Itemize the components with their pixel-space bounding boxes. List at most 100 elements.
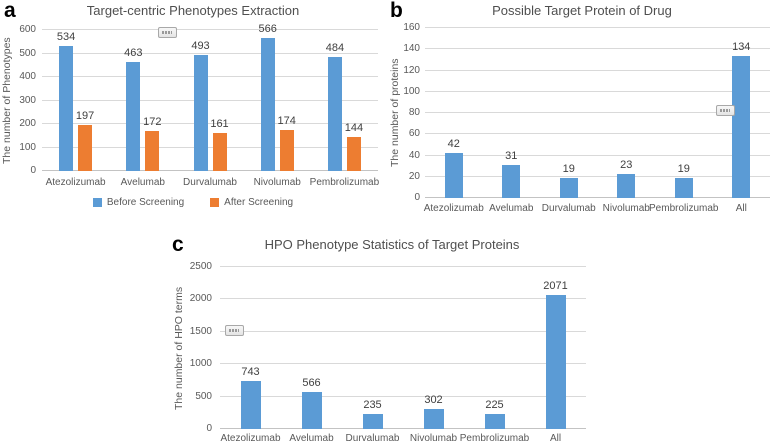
panel-label-a: a <box>4 0 16 22</box>
bar-nivolumab: 23 <box>617 159 636 198</box>
bar-nivolumab: 302 <box>423 394 444 429</box>
y-axis-tick-label: 40 <box>408 149 420 161</box>
y-axis-tick-label: 200 <box>19 118 36 129</box>
x-axis-category-label: Atezolizumab <box>423 203 484 214</box>
y-axis-tick-label: 140 <box>403 43 420 55</box>
y-axis-tick-label: 500 <box>195 390 212 402</box>
legend-label: After Screening <box>224 197 294 208</box>
bar-groups: 743 566 235 302 225 2071 <box>220 267 586 429</box>
bar-atezolizumab-after-screening: 197 <box>76 110 94 171</box>
bar-group-durvalumab: 493 161 <box>176 30 243 171</box>
legend-item: After Screening <box>210 197 293 208</box>
bar-all: 2071 <box>543 280 568 429</box>
bar-value-label: 534 <box>56 30 76 43</box>
bar-group-durvalumab: 235 <box>342 267 403 429</box>
bar-value-label: 161 <box>210 118 229 131</box>
bar-group-all: 2071 <box>525 267 586 429</box>
bar-pembrolizumab-before-screening: 484 <box>326 42 344 171</box>
legend-a: Before Screening After Screening <box>0 197 386 208</box>
bar-group-atezolizumab: 42 <box>425 28 483 198</box>
bar-group-atezolizumab: 534 197 <box>42 30 109 171</box>
bar-durvalumab: 235 <box>362 399 383 429</box>
legend-swatch-icon <box>210 198 220 207</box>
bar-value-label: 743 <box>241 365 260 378</box>
bar-value-label: 493 <box>191 40 210 53</box>
bar-value-label: 31 <box>505 150 518 163</box>
bar-group-pembrolizumab: 484 144 <box>311 30 378 171</box>
bar-value-label: 134 <box>732 40 751 53</box>
bar-value-label: 19 <box>677 162 690 175</box>
bar-value-label: 566 <box>258 23 277 35</box>
y-axis-tick-label: 120 <box>403 64 420 76</box>
x-axis-labels-c: Atezolizumab Avelumab Durvalumab Nivolumab P… <box>220 433 586 444</box>
bar-group-atezolizumab: 743 <box>220 267 281 429</box>
y-axis-tick-label: 600 <box>19 24 36 35</box>
watermark-smudge-icon <box>158 27 177 38</box>
x-axis-category-label: Nivolumab <box>253 177 301 188</box>
x-axis-labels-b: Atezolizumab Avelumab Durvalumab Nivolumab P… <box>423 203 770 214</box>
bar-groups: 42 31 19 23 19 134 <box>425 28 770 198</box>
bar-value-label: 23 <box>620 158 633 171</box>
x-axis-labels-a: Atezolizumab Avelumab Durvalumab Nivolumab P… <box>42 177 380 188</box>
bar-group-avelumab: 31 <box>483 28 541 198</box>
y-axis-tick-label: 400 <box>19 71 36 82</box>
y-axis-ticks-a: 0 100 200 300 400 500 600 <box>10 25 38 176</box>
bar-pembrolizumab: 225 <box>484 399 505 429</box>
bar-group-nivolumab: 566 174 <box>244 23 311 171</box>
bar-avelumab-after-screening: 172 <box>143 116 161 171</box>
x-axis-category-label: Avelumab <box>289 433 334 444</box>
x-axis-category-label: Atezolizumab <box>220 433 281 444</box>
chart-panel-b: b Possible Target Protein of Drug The nu… <box>388 0 776 226</box>
bar-value-label: 484 <box>325 42 345 55</box>
bar-value-label: 174 <box>277 115 296 128</box>
bar-group-pembrolizumab: 19 <box>655 28 713 198</box>
plot-area-a: 534 197 463 172 493 161 566 174 484 144 <box>42 23 378 171</box>
watermark-smudge-icon <box>225 325 244 336</box>
x-axis-category-label: Nivolumab <box>409 433 458 444</box>
x-axis-category-label: Pembrolizumab <box>459 433 530 444</box>
bar-value-label: 235 <box>363 398 382 411</box>
y-axis-tick-label: 1500 <box>189 325 212 337</box>
legend-item: Before Screening <box>92 197 185 208</box>
bar-value-label: 172 <box>143 115 162 128</box>
x-axis-category-label: All <box>549 433 562 444</box>
x-axis-category-label: Durvalumab <box>541 203 596 214</box>
bar-all: 134 <box>732 41 750 198</box>
x-axis-category-label: Avelumab <box>489 203 534 214</box>
chart-panel-c: c HPO Phenotype Statistics of Target Pro… <box>128 230 656 448</box>
x-axis-category-label: Avelumab <box>120 177 165 188</box>
y-axis-tick-label: 0 <box>206 423 212 434</box>
y-axis-tick-label: 500 <box>19 47 36 59</box>
y-axis-title-c: The number of HPO terms <box>173 286 185 410</box>
y-axis-tick-label: 100 <box>403 85 420 97</box>
bar-value-label: 463 <box>124 47 143 60</box>
bar-atezolizumab: 743 <box>240 366 261 429</box>
chart-title-a: Target-centric Phenotypes Extraction <box>86 3 300 18</box>
bar-group-pembrolizumab: 225 <box>464 267 525 429</box>
bar-value-label: 144 <box>344 122 364 135</box>
bar-atezolizumab: 42 <box>444 138 463 198</box>
watermark-smudge-icon <box>716 105 735 116</box>
panel-label-b: b <box>390 0 403 22</box>
y-axis-tick-label: 1000 <box>189 358 212 370</box>
legend-label: Before Screening <box>106 197 185 208</box>
bar-group-nivolumab: 302 <box>403 267 464 429</box>
bar-value-label: 225 <box>485 399 504 412</box>
chart-title-c: HPO Phenotype Statistics of Target Prote… <box>264 237 520 252</box>
bar-value-label: 197 <box>75 109 95 122</box>
y-axis-tick-label: 0 <box>30 165 36 176</box>
bar-durvalumab: 19 <box>559 163 578 198</box>
bar-avelumab-before-screening: 463 <box>124 47 142 171</box>
x-axis-category-label: Pembrolizumab <box>309 177 380 188</box>
bar-atezolizumab-before-screening: 534 <box>57 31 75 171</box>
legend-swatch-icon <box>92 198 102 207</box>
bar-group-nivolumab: 23 <box>598 28 656 198</box>
y-axis-ticks-c: 0 500 1000 1500 2000 2500 <box>186 262 214 434</box>
bar-group-avelumab: 566 <box>281 267 342 429</box>
x-axis-category-label: Durvalumab <box>345 433 400 444</box>
bar-groups: 534 197 463 172 493 161 566 174 484 144 <box>42 23 378 171</box>
bar-group-avelumab: 463 172 <box>109 30 176 171</box>
bar-group-all: 134 <box>713 28 771 198</box>
y-axis-tick-label: 0 <box>414 192 420 203</box>
